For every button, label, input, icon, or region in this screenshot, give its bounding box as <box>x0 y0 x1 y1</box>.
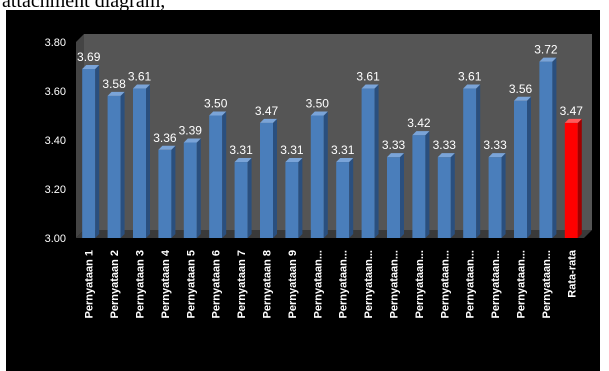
data-label: 3.47 <box>255 104 279 118</box>
data-label: 3.39 <box>179 123 203 137</box>
bar <box>209 116 222 239</box>
bar <box>133 89 146 238</box>
bar-side <box>476 85 480 238</box>
bar <box>387 157 400 238</box>
bar-side <box>552 58 556 238</box>
y-tick-label: 3.40 <box>45 135 66 147</box>
bar-chart: 3.00 3.20 3.40 3.60 3.80 3.69 Pernyataan 1 3.5… <box>6 10 600 371</box>
data-label: 3.58 <box>102 77 126 91</box>
bar-side <box>171 146 175 238</box>
y-tick-label: 3.20 <box>45 184 66 196</box>
bar-side <box>197 138 201 238</box>
bar <box>489 157 502 238</box>
bar <box>311 116 324 239</box>
bar-side <box>400 153 404 238</box>
bar-side <box>349 158 353 238</box>
x-tick-label: Pernyataan 6 <box>211 250 223 318</box>
x-tick-label: Pernyataan... <box>338 250 350 318</box>
bar-side <box>121 92 125 238</box>
x-tick-label: Pernyataan 9 <box>287 250 299 318</box>
bar <box>82 69 95 238</box>
bar <box>235 162 248 238</box>
bar-side <box>95 65 99 238</box>
y-tick-label: 3.60 <box>45 86 66 98</box>
bar <box>184 142 197 238</box>
x-tick-label: Pernyataan... <box>516 250 528 318</box>
x-tick-label: Pernyataan 4 <box>160 249 172 318</box>
bar <box>285 162 298 238</box>
data-label: 3.61 <box>128 70 152 84</box>
x-tick-label: Pernyataan... <box>312 250 324 318</box>
x-tick-label: Pernyataan 1 <box>84 250 96 318</box>
bar-side <box>222 112 226 239</box>
x-tick-label: Pernyataan... <box>414 250 426 318</box>
data-label: 3.61 <box>356 70 380 84</box>
bar-side <box>375 85 379 238</box>
bar <box>463 89 476 238</box>
bar <box>514 101 527 238</box>
x-tick-label: Pernyataan... <box>363 250 375 318</box>
data-label: 3.69 <box>77 50 101 64</box>
bar <box>565 123 578 238</box>
bar-side <box>425 131 429 238</box>
data-label: 3.50 <box>306 97 330 111</box>
bar <box>158 150 171 238</box>
bar <box>438 157 451 238</box>
x-tick-label: Pernyataan 2 <box>109 250 121 318</box>
data-label: 3.72 <box>534 43 558 57</box>
data-label: 3.50 <box>204 97 228 111</box>
x-tick-label: Pernyataan 8 <box>262 250 274 318</box>
x-tick-label: Pernyataan... <box>490 250 502 318</box>
bar <box>412 135 425 238</box>
data-label: 3.31 <box>331 143 355 157</box>
data-label: 3.31 <box>229 143 253 157</box>
bar-side <box>248 158 252 238</box>
data-label: 3.47 <box>560 104 584 118</box>
y-tick-label: 3.80 <box>45 37 66 49</box>
y-tick-label: 3.00 <box>45 233 66 245</box>
bar <box>108 96 121 238</box>
data-label: 3.31 <box>280 143 304 157</box>
bar <box>336 162 349 238</box>
x-tick-label: Pernyataan 5 <box>185 250 197 318</box>
x-tick-label: Pernyataan... <box>389 250 401 318</box>
x-tick-label: Pernyataan... <box>541 250 553 318</box>
x-tick-label: Pernyataan... <box>465 250 477 318</box>
x-tick-label: Pernyataan 7 <box>236 250 248 318</box>
bar-side <box>273 119 277 238</box>
x-tick-label: Pernyataan... <box>439 250 451 318</box>
bar <box>260 123 273 238</box>
bar-side <box>502 153 506 238</box>
bar-side <box>146 85 150 238</box>
data-label: 3.36 <box>153 131 177 145</box>
chart-frame: 3.00 3.20 3.40 3.60 3.80 3.69 Pernyataan 1 3.5… <box>6 10 600 371</box>
bar-side <box>451 153 455 238</box>
bar <box>539 62 552 238</box>
x-tick-label: Pernyataan 3 <box>135 250 147 318</box>
bar <box>362 89 375 238</box>
bar-side <box>298 158 302 238</box>
bar-side <box>324 112 328 239</box>
data-label: 3.61 <box>458 70 482 84</box>
data-label: 3.56 <box>509 82 533 96</box>
bar-side <box>527 97 531 238</box>
data-label: 3.33 <box>483 138 507 152</box>
data-label: 3.33 <box>433 138 457 152</box>
x-tick-label: Rata-rata <box>566 249 578 298</box>
bar-side <box>578 119 582 238</box>
data-label: 3.42 <box>407 116 431 130</box>
data-label: 3.33 <box>382 138 406 152</box>
